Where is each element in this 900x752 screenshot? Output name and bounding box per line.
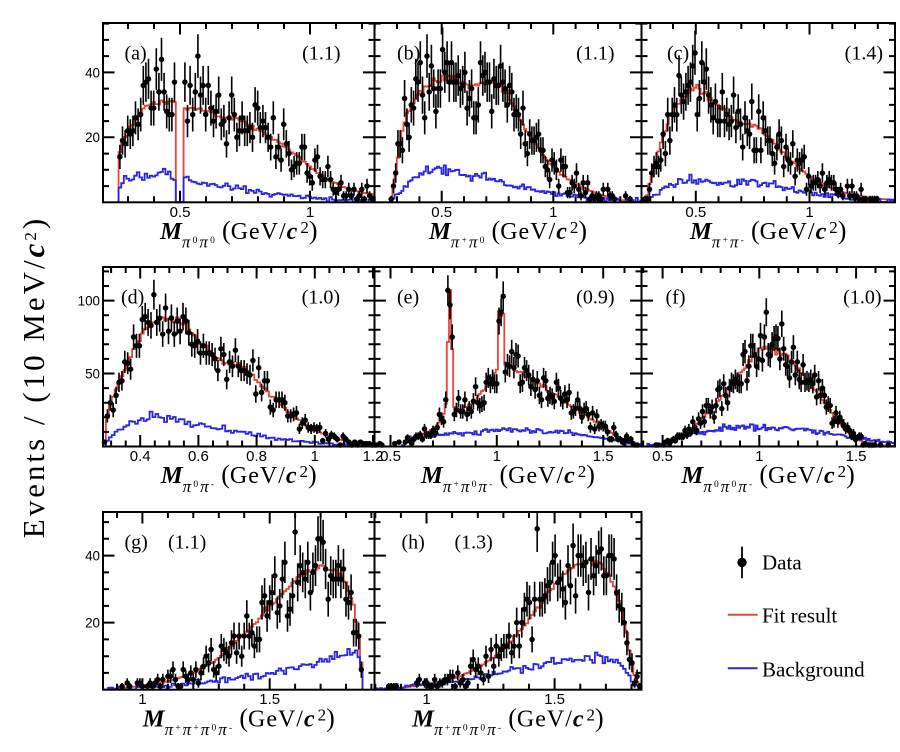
svg-text:1.5: 1.5: [593, 448, 614, 465]
svg-text:1: 1: [422, 691, 430, 708]
svg-text:0.5: 0.5: [652, 448, 673, 465]
svg-text:1.2: 1.2: [363, 448, 384, 465]
svg-text:40: 40: [85, 549, 100, 564]
svg-text:1: 1: [138, 691, 146, 708]
svg-text:0.5: 0.5: [380, 448, 401, 465]
svg-text:Mπ+π+π0π- (GeV/c2): Mπ+π+π0π- (GeV/c2): [142, 703, 335, 739]
svg-text:(1.1): (1.1): [168, 532, 206, 554]
svg-text:(c): (c): [667, 43, 689, 65]
svg-text:0.8: 0.8: [246, 448, 267, 465]
svg-text:100: 100: [78, 294, 100, 309]
svg-text:1.5: 1.5: [846, 448, 867, 465]
svg-text:Mπ+π0 (GeV/c2): Mπ+π0 (GeV/c2): [428, 216, 587, 252]
svg-text:(1.4): (1.4): [845, 43, 883, 65]
svg-text:(a): (a): [125, 43, 147, 65]
svg-text:(h): (h): [402, 532, 425, 554]
svg-text:Events / (10 MeV/c2): Events / (10 MeV/c2): [16, 216, 51, 538]
svg-text:20: 20: [85, 616, 100, 631]
svg-text:Mπ0π0 (GeV/c2): Mπ0π0 (GeV/c2): [159, 216, 317, 252]
svg-text:(f): (f): [666, 287, 686, 309]
svg-text:0.5: 0.5: [170, 204, 191, 221]
svg-text:Data: Data: [762, 550, 802, 574]
svg-text:(e): (e): [397, 287, 419, 309]
svg-text:1: 1: [306, 204, 314, 221]
svg-text:(1.3): (1.3): [455, 532, 493, 554]
svg-text:1.5: 1.5: [259, 691, 280, 708]
svg-text:(1.0): (1.0): [302, 287, 340, 309]
svg-text:(1.1): (1.1): [576, 43, 614, 65]
svg-text:1: 1: [755, 448, 763, 465]
svg-text:Fit result: Fit result: [762, 603, 837, 627]
svg-text:(1.1): (1.1): [302, 43, 340, 65]
svg-text:0.4: 0.4: [130, 448, 151, 465]
svg-text:Mπ0π- (GeV/c2): Mπ0π- (GeV/c2): [160, 460, 317, 496]
svg-text:(1.0): (1.0): [843, 287, 881, 309]
svg-text:(d): (d): [121, 287, 144, 309]
svg-text:0.5: 0.5: [431, 204, 452, 221]
svg-text:Mπ0π0π- (GeV/c2): Mπ0π0π- (GeV/c2): [681, 460, 855, 496]
svg-text:1: 1: [493, 448, 501, 465]
svg-text:(0.9): (0.9): [576, 287, 614, 309]
svg-text:50: 50: [85, 366, 100, 381]
svg-text:1: 1: [805, 204, 813, 221]
svg-text:Mπ+π- (GeV/c2): Mπ+π- (GeV/c2): [689, 216, 846, 252]
svg-text:0.6: 0.6: [188, 448, 209, 465]
svg-text:1: 1: [311, 448, 319, 465]
svg-text:1.5: 1.5: [544, 691, 565, 708]
svg-text:20: 20: [85, 130, 100, 145]
svg-text:40: 40: [85, 65, 100, 80]
svg-text:1: 1: [549, 204, 557, 221]
svg-text:Mπ+π0π0π- (GeV/c2): Mπ+π0π0π- (GeV/c2): [411, 703, 603, 739]
svg-text:Background: Background: [762, 658, 865, 682]
svg-text:Mπ+π0π- (GeV/c2): Mπ+π0π- (GeV/c2): [420, 460, 595, 496]
svg-text:(b): (b): [397, 43, 420, 65]
svg-text:(g): (g): [125, 532, 148, 554]
svg-text:0.5: 0.5: [685, 204, 706, 221]
